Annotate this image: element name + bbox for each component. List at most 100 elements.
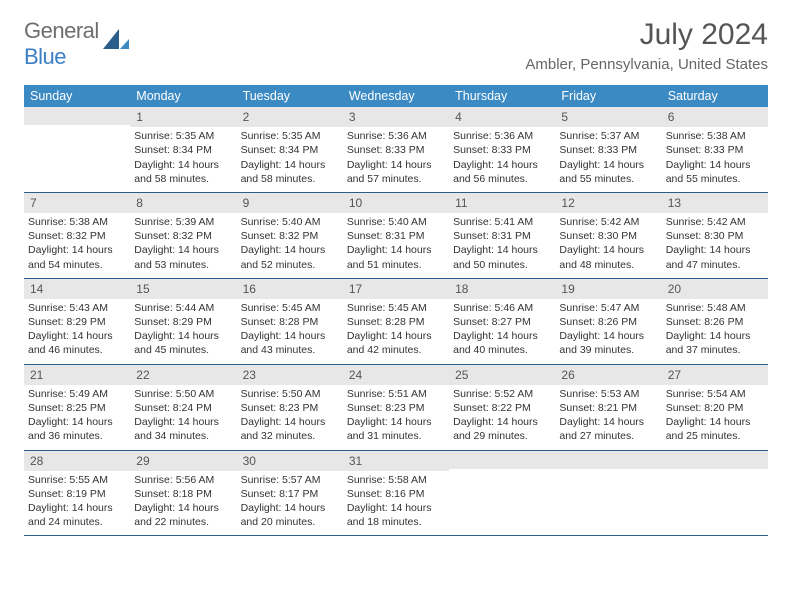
day-body: Sunrise: 5:50 AMSunset: 8:24 PMDaylight:…: [130, 385, 236, 450]
day-body: Sunrise: 5:36 AMSunset: 8:33 PMDaylight:…: [449, 127, 555, 192]
sunrise-text: Sunrise: 5:40 AM: [241, 215, 339, 229]
sunrise-text: Sunrise: 5:40 AM: [347, 215, 445, 229]
day-body: Sunrise: 5:42 AMSunset: 8:30 PMDaylight:…: [662, 213, 768, 278]
daylight-text: Daylight: 14 hours and 32 minutes.: [241, 415, 339, 443]
day-number: 22: [130, 365, 236, 385]
day-number: 6: [662, 107, 768, 127]
day-body: Sunrise: 5:47 AMSunset: 8:26 PMDaylight:…: [555, 299, 661, 364]
day-cell: 4Sunrise: 5:36 AMSunset: 8:33 PMDaylight…: [449, 107, 555, 192]
day-cell: 29Sunrise: 5:56 AMSunset: 8:18 PMDayligh…: [130, 451, 236, 536]
day-body: Sunrise: 5:45 AMSunset: 8:28 PMDaylight:…: [237, 299, 343, 364]
day-cell: 26Sunrise: 5:53 AMSunset: 8:21 PMDayligh…: [555, 365, 661, 450]
day-body: Sunrise: 5:35 AMSunset: 8:34 PMDaylight:…: [237, 127, 343, 192]
day-body: Sunrise: 5:42 AMSunset: 8:30 PMDaylight:…: [555, 213, 661, 278]
empty-day-cell: [662, 451, 768, 536]
sunrise-text: Sunrise: 5:52 AM: [453, 387, 551, 401]
day-body: Sunrise: 5:35 AMSunset: 8:34 PMDaylight:…: [130, 127, 236, 192]
empty-day-cell: [449, 451, 555, 536]
day-number: [555, 451, 661, 469]
sunrise-text: Sunrise: 5:56 AM: [134, 473, 232, 487]
sunrise-text: Sunrise: 5:54 AM: [666, 387, 764, 401]
week-row: 28Sunrise: 5:55 AMSunset: 8:19 PMDayligh…: [24, 451, 768, 537]
daylight-text: Daylight: 14 hours and 58 minutes.: [134, 158, 232, 186]
day-cell: 22Sunrise: 5:50 AMSunset: 8:24 PMDayligh…: [130, 365, 236, 450]
day-number: 28: [24, 451, 130, 471]
sunset-text: Sunset: 8:26 PM: [559, 315, 657, 329]
day-body: Sunrise: 5:54 AMSunset: 8:20 PMDaylight:…: [662, 385, 768, 450]
day-body: Sunrise: 5:51 AMSunset: 8:23 PMDaylight:…: [343, 385, 449, 450]
sunrise-text: Sunrise: 5:39 AM: [134, 215, 232, 229]
daylight-text: Daylight: 14 hours and 27 minutes.: [559, 415, 657, 443]
day-number: 20: [662, 279, 768, 299]
day-body: Sunrise: 5:43 AMSunset: 8:29 PMDaylight:…: [24, 299, 130, 364]
daylight-text: Daylight: 14 hours and 58 minutes.: [241, 158, 339, 186]
sunrise-text: Sunrise: 5:36 AM: [347, 129, 445, 143]
daylight-text: Daylight: 14 hours and 24 minutes.: [28, 501, 126, 529]
sunrise-text: Sunrise: 5:49 AM: [28, 387, 126, 401]
day-number: 4: [449, 107, 555, 127]
day-body: Sunrise: 5:41 AMSunset: 8:31 PMDaylight:…: [449, 213, 555, 278]
sunset-text: Sunset: 8:31 PM: [453, 229, 551, 243]
day-body: Sunrise: 5:46 AMSunset: 8:27 PMDaylight:…: [449, 299, 555, 364]
weekday-header-row: SundayMondayTuesdayWednesdayThursdayFrid…: [24, 85, 768, 107]
daylight-text: Daylight: 14 hours and 53 minutes.: [134, 243, 232, 271]
day-cell: 24Sunrise: 5:51 AMSunset: 8:23 PMDayligh…: [343, 365, 449, 450]
sunset-text: Sunset: 8:17 PM: [241, 487, 339, 501]
sunset-text: Sunset: 8:23 PM: [347, 401, 445, 415]
day-number: 25: [449, 365, 555, 385]
day-number: 17: [343, 279, 449, 299]
daylight-text: Daylight: 14 hours and 22 minutes.: [134, 501, 232, 529]
day-number: 1: [130, 107, 236, 127]
sunrise-text: Sunrise: 5:36 AM: [453, 129, 551, 143]
day-number: 30: [237, 451, 343, 471]
day-cell: 20Sunrise: 5:48 AMSunset: 8:26 PMDayligh…: [662, 279, 768, 364]
day-cell: 28Sunrise: 5:55 AMSunset: 8:19 PMDayligh…: [24, 451, 130, 536]
sunrise-text: Sunrise: 5:42 AM: [559, 215, 657, 229]
day-number: 26: [555, 365, 661, 385]
day-cell: 1Sunrise: 5:35 AMSunset: 8:34 PMDaylight…: [130, 107, 236, 192]
daylight-text: Daylight: 14 hours and 55 minutes.: [666, 158, 764, 186]
week-row: 21Sunrise: 5:49 AMSunset: 8:25 PMDayligh…: [24, 365, 768, 451]
sunset-text: Sunset: 8:34 PM: [241, 143, 339, 157]
day-body: [555, 469, 661, 527]
sunrise-text: Sunrise: 5:57 AM: [241, 473, 339, 487]
sunset-text: Sunset: 8:28 PM: [347, 315, 445, 329]
day-number: 31: [343, 451, 449, 471]
day-number: 7: [24, 193, 130, 213]
sunrise-text: Sunrise: 5:43 AM: [28, 301, 126, 315]
day-body: Sunrise: 5:40 AMSunset: 8:32 PMDaylight:…: [237, 213, 343, 278]
title-block: July 2024 Ambler, Pennsylvania, United S…: [525, 18, 768, 73]
sunset-text: Sunset: 8:16 PM: [347, 487, 445, 501]
day-cell: 17Sunrise: 5:45 AMSunset: 8:28 PMDayligh…: [343, 279, 449, 364]
day-cell: 25Sunrise: 5:52 AMSunset: 8:22 PMDayligh…: [449, 365, 555, 450]
day-body: Sunrise: 5:36 AMSunset: 8:33 PMDaylight:…: [343, 127, 449, 192]
day-number: 3: [343, 107, 449, 127]
logo: General Blue: [24, 18, 129, 70]
day-body: Sunrise: 5:38 AMSunset: 8:32 PMDaylight:…: [24, 213, 130, 278]
day-cell: 2Sunrise: 5:35 AMSunset: 8:34 PMDaylight…: [237, 107, 343, 192]
weekday-header: Tuesday: [237, 85, 343, 107]
day-body: Sunrise: 5:49 AMSunset: 8:25 PMDaylight:…: [24, 385, 130, 450]
day-number: 19: [555, 279, 661, 299]
day-cell: 16Sunrise: 5:45 AMSunset: 8:28 PMDayligh…: [237, 279, 343, 364]
day-number: 5: [555, 107, 661, 127]
sunrise-text: Sunrise: 5:45 AM: [241, 301, 339, 315]
sunset-text: Sunset: 8:31 PM: [347, 229, 445, 243]
sunset-text: Sunset: 8:26 PM: [666, 315, 764, 329]
sunrise-text: Sunrise: 5:42 AM: [666, 215, 764, 229]
sunrise-text: Sunrise: 5:35 AM: [241, 129, 339, 143]
day-body: Sunrise: 5:48 AMSunset: 8:26 PMDaylight:…: [662, 299, 768, 364]
day-body: [662, 469, 768, 527]
month-title: July 2024: [525, 18, 768, 52]
day-cell: 6Sunrise: 5:38 AMSunset: 8:33 PMDaylight…: [662, 107, 768, 192]
daylight-text: Daylight: 14 hours and 37 minutes.: [666, 329, 764, 357]
weekday-header: Monday: [130, 85, 236, 107]
day-number: 27: [662, 365, 768, 385]
day-cell: 12Sunrise: 5:42 AMSunset: 8:30 PMDayligh…: [555, 193, 661, 278]
logo-sail-icon: [103, 29, 129, 56]
sunrise-text: Sunrise: 5:55 AM: [28, 473, 126, 487]
daylight-text: Daylight: 14 hours and 29 minutes.: [453, 415, 551, 443]
day-cell: 7Sunrise: 5:38 AMSunset: 8:32 PMDaylight…: [24, 193, 130, 278]
day-body: Sunrise: 5:52 AMSunset: 8:22 PMDaylight:…: [449, 385, 555, 450]
sunset-text: Sunset: 8:33 PM: [666, 143, 764, 157]
